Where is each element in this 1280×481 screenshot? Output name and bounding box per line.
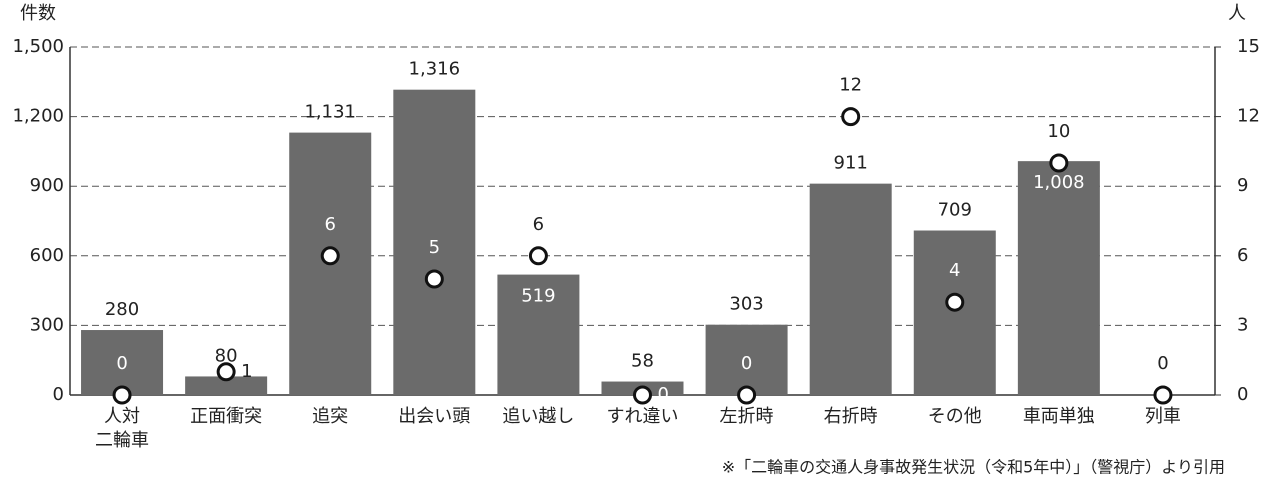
x-tick-label: 出会い頭 [398,406,471,427]
x-tick-label: 右折時 [823,406,878,427]
bar-value-label: 58 [631,351,654,372]
y2-axis-label: 人 [1228,3,1246,24]
x-tick-label: 人対 二輪車 [95,406,149,451]
point-value-label: 0 [741,353,752,374]
point [1153,385,1173,405]
point-value-label: 0 [658,384,669,405]
bar [705,324,788,395]
bar [809,183,892,395]
point [112,385,132,405]
bar-value-label: 709 [938,200,972,221]
point [424,269,444,289]
x-tick-label: すれ違い [606,406,679,427]
y2-tick-label: 0 [1237,384,1248,405]
y-tick-label: 600 [30,245,64,266]
point-value-label: 0 [116,353,127,374]
bar-value-label: 280 [105,299,139,320]
x-tick-label: 正面衝突 [190,406,263,427]
point-value-label: 6 [533,214,544,235]
bar [913,230,996,395]
x-tick-label: 追突 [312,406,349,427]
point-value-label: 0 [1157,353,1168,374]
bar-value-label: 80 [215,345,238,366]
y-tick-label: 0 [53,384,64,405]
point-value-label: 5 [429,237,440,258]
point [528,246,548,266]
y-tick-label: 1,200 [12,106,64,127]
y-tick-label: 300 [30,314,64,335]
y-tick-label: 1,500 [12,36,64,57]
source-note: ※「二輪車の交通人身事故発生状況（令和5年中）」（警視庁）より引用 [722,458,1225,477]
y2-tick-label: 3 [1237,314,1248,335]
x-tick-label: 車両単独 [1022,406,1095,427]
bar [497,274,580,395]
bar-value-label: 1,316 [409,59,461,80]
point [737,385,757,405]
y2-tick-label: 12 [1237,106,1260,127]
point [1049,153,1069,173]
point-value-label: 1 [241,361,252,382]
point [945,292,965,312]
bar-value-label: 303 [729,294,763,315]
x-tick-label: その他 [927,406,982,427]
bar [185,376,268,395]
bar-value-label: 911 [834,153,868,174]
bar-value-label: 519 [521,286,555,307]
point [216,362,236,382]
point [320,246,340,266]
x-tick-label: 左折時 [719,406,774,427]
bar [393,89,476,396]
y2-tick-label: 6 [1237,245,1248,266]
bar-value-label: 1,131 [304,102,356,123]
x-tick-label: 追い越し [502,406,575,427]
y-tick-label: 900 [30,175,64,196]
bar [81,330,164,395]
point-value-label: 6 [325,214,336,235]
point [633,385,652,405]
bar-value-label: 1,008 [1033,172,1085,193]
point-value-label: 4 [949,260,960,281]
y-axis-label: 件数 [20,3,56,24]
bar [1017,161,1100,395]
y2-tick-label: 15 [1237,36,1260,57]
x-tick-label: 列車 [1144,406,1181,427]
point-value-label: 12 [839,75,862,96]
y2-tick-label: 9 [1237,175,1248,196]
point [841,107,861,127]
point-value-label: 10 [1047,121,1070,142]
